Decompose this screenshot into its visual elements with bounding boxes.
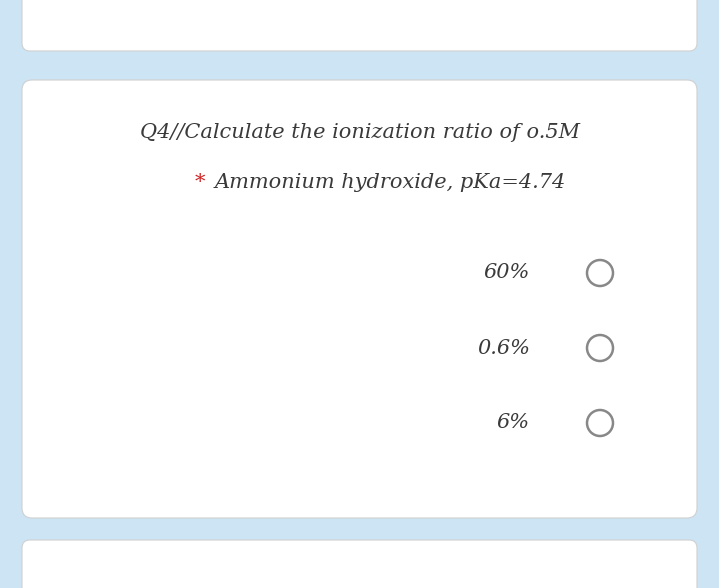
- Text: 60%: 60%: [484, 263, 530, 282]
- Circle shape: [587, 260, 613, 286]
- Text: Ammonium hydroxide, pKa=4.74: Ammonium hydroxide, pKa=4.74: [215, 173, 567, 192]
- Text: *: *: [195, 173, 212, 192]
- FancyBboxPatch shape: [22, 540, 697, 588]
- FancyBboxPatch shape: [22, 0, 697, 51]
- Text: Q4//Calculate the ionization ratio of o.5M: Q4//Calculate the ionization ratio of o.…: [140, 123, 580, 142]
- Circle shape: [587, 335, 613, 361]
- Text: 0.6%: 0.6%: [477, 339, 530, 358]
- Circle shape: [587, 410, 613, 436]
- FancyBboxPatch shape: [22, 80, 697, 518]
- Text: 6%: 6%: [497, 413, 530, 433]
